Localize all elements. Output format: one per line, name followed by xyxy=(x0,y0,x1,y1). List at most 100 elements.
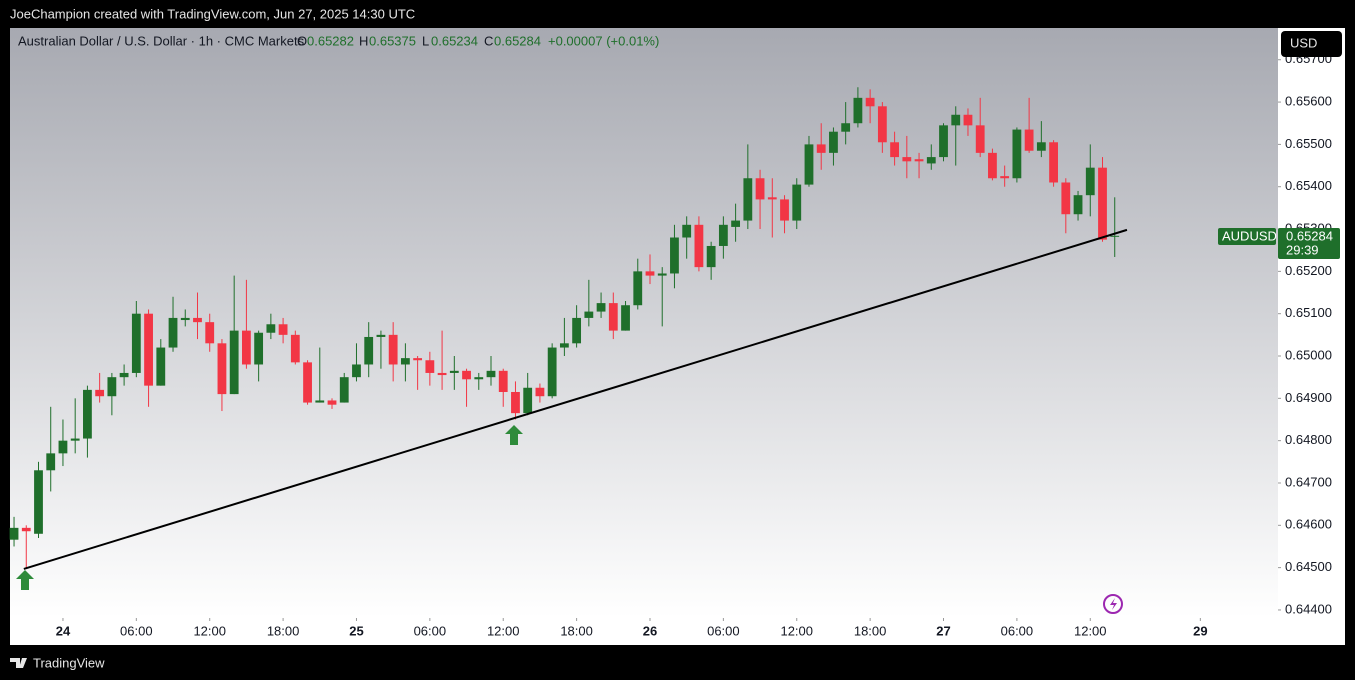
x-tick-label: 06:00 xyxy=(120,623,153,638)
o-label: O xyxy=(297,33,307,48)
y-tick-label: 0.64600 xyxy=(1285,517,1332,532)
y-tick-label: 0.64500 xyxy=(1285,559,1332,574)
candle-body xyxy=(144,313,153,386)
candle-body xyxy=(352,364,361,378)
x-tick-label: 12:00 xyxy=(780,623,813,638)
candle-body xyxy=(474,377,484,380)
h-value: 0.65375 xyxy=(369,33,416,48)
x-tick-label: 27 xyxy=(936,623,950,638)
candle-body xyxy=(877,106,887,143)
brand: TradingView xyxy=(33,655,105,670)
candle-body xyxy=(1073,195,1083,215)
candle-body xyxy=(890,142,899,158)
y-tick-label: 0.65600 xyxy=(1285,94,1332,109)
symbol: Australian Dollar / U.S. Dollar · 1h · C… xyxy=(18,33,305,48)
candle-body xyxy=(437,372,447,376)
candle-body xyxy=(963,114,973,126)
candle-body xyxy=(975,125,985,153)
candle-body xyxy=(804,144,814,185)
candle-body xyxy=(731,220,741,227)
candle-body xyxy=(46,453,56,471)
candle-body xyxy=(327,400,337,405)
y-tick-label: 0.65400 xyxy=(1285,178,1332,193)
candle-body xyxy=(119,372,129,378)
x-tick-label: 25 xyxy=(349,623,363,638)
candle-body xyxy=(34,470,43,534)
candle-body xyxy=(193,317,202,323)
x-tick-label: 06:00 xyxy=(1001,623,1034,638)
candle-body xyxy=(95,389,105,397)
currency[interactable]: USD xyxy=(1290,35,1317,50)
x-tick-label: 26 xyxy=(643,623,657,638)
candle-body xyxy=(400,358,410,365)
candle-body xyxy=(83,389,92,439)
candle-body xyxy=(547,347,557,397)
candle-body xyxy=(841,123,851,132)
x-tick-label: 18:00 xyxy=(560,623,593,638)
candle-body xyxy=(413,358,423,361)
candle-body xyxy=(621,305,630,331)
candle-body xyxy=(498,370,508,392)
l-value: 0.65234 xyxy=(431,33,478,48)
price-tag xyxy=(1278,228,1340,259)
candle-body xyxy=(9,527,19,540)
candle-body xyxy=(572,317,582,344)
y-tick-label: 0.64400 xyxy=(1285,601,1332,616)
candle-body xyxy=(21,527,31,532)
candle-body xyxy=(364,336,374,365)
candle-body xyxy=(682,224,692,238)
c-label: C xyxy=(484,33,493,48)
candle-body xyxy=(523,387,533,414)
candle-body xyxy=(156,347,166,386)
candle-body xyxy=(1000,176,1010,179)
event-icon[interactable] xyxy=(1103,594,1123,614)
candle-body xyxy=(217,343,227,395)
candle-body xyxy=(535,387,545,397)
candle-body xyxy=(486,370,496,378)
x-tick-label: 06:00 xyxy=(414,623,447,638)
candle-body xyxy=(645,271,655,276)
candle-body xyxy=(792,184,802,221)
candle-body xyxy=(1085,167,1095,196)
y-tick-label: 0.64700 xyxy=(1285,474,1332,489)
candle-body xyxy=(70,438,80,441)
candle-body xyxy=(767,197,777,200)
candle-body xyxy=(168,317,178,348)
change: +0.00007 (+0.01%) xyxy=(548,33,659,48)
candle-body xyxy=(1049,142,1058,183)
candle-body xyxy=(388,334,398,365)
candle-body xyxy=(290,334,300,363)
h-label: H xyxy=(359,33,368,48)
x-tick-label: 18:00 xyxy=(854,623,887,638)
l-label: L xyxy=(422,33,429,48)
candle-body xyxy=(608,303,618,331)
candle-body xyxy=(462,370,471,380)
candle-body xyxy=(180,317,190,321)
candle-body xyxy=(107,377,117,397)
candle-body xyxy=(926,157,936,164)
candle-body xyxy=(657,273,667,276)
arrow-marker xyxy=(16,570,34,590)
candle-body xyxy=(315,400,325,403)
y-tick-label: 0.64800 xyxy=(1285,432,1332,447)
y-tick-label: 0.65200 xyxy=(1285,263,1332,278)
logo xyxy=(10,658,27,668)
candle-body xyxy=(914,159,924,162)
currency-button[interactable] xyxy=(1281,31,1342,57)
candle-body xyxy=(303,362,312,403)
symbol-tag xyxy=(1218,228,1276,245)
candle-body xyxy=(755,178,765,200)
candle-body xyxy=(939,125,948,158)
candle-body xyxy=(205,322,215,344)
arrow-marker xyxy=(505,425,523,445)
candle-body xyxy=(670,237,679,274)
x-tick-label: 18:00 xyxy=(267,623,300,638)
x-tick-label: 12:00 xyxy=(487,623,520,638)
candle-body xyxy=(511,391,520,414)
candle-body xyxy=(229,330,239,395)
candle-body xyxy=(266,324,276,333)
price-tag-text: 0.65284 xyxy=(1286,228,1333,243)
x-tick-label: 12:00 xyxy=(1074,623,1107,638)
candle-body xyxy=(1036,142,1046,151)
symbol-tag-text: AUDUSD xyxy=(1222,228,1277,243)
